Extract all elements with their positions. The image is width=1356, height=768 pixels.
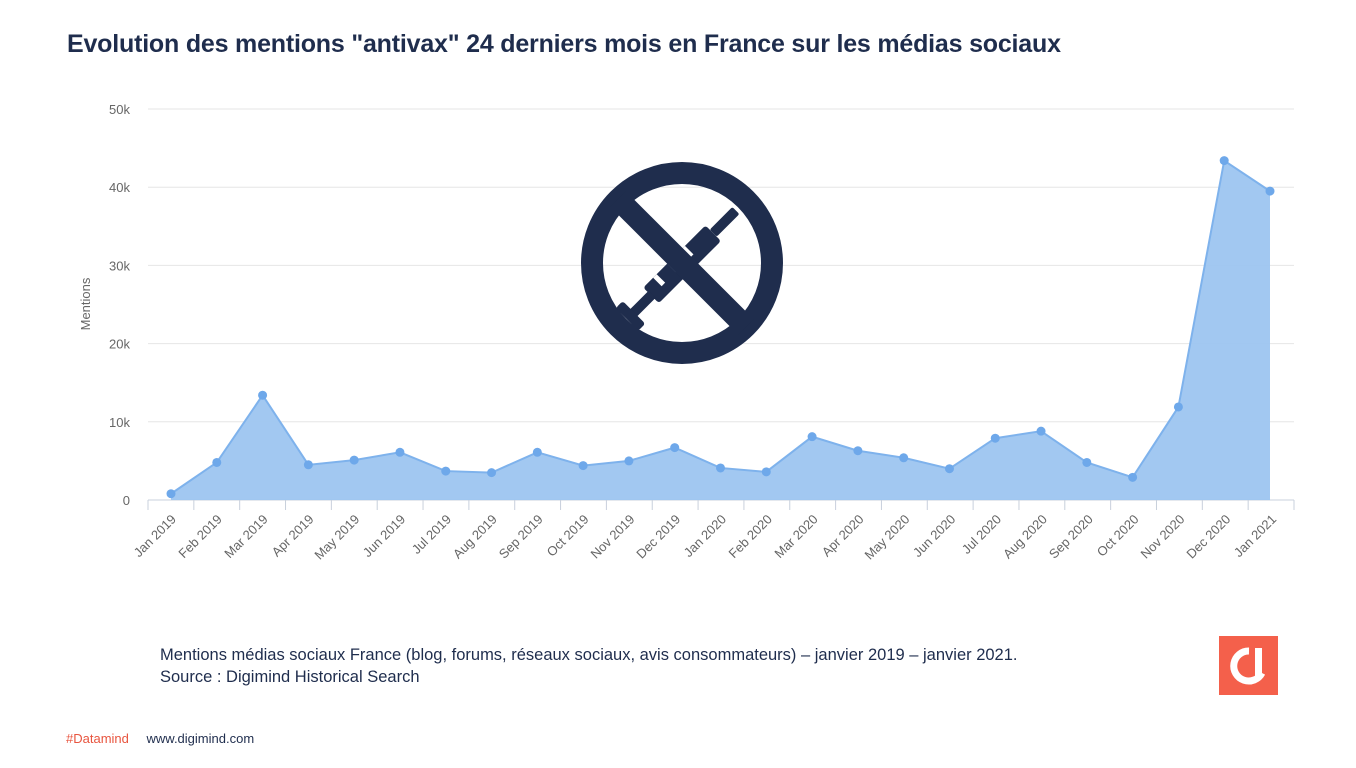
data-point (166, 489, 176, 499)
x-tick-label: Apr 2019 (269, 512, 317, 560)
y-tick-label: 40k (109, 180, 130, 195)
data-point (624, 456, 634, 466)
chart-title: Evolution des mentions "antivax" 24 dern… (67, 30, 1061, 58)
data-point (212, 457, 222, 467)
data-point (349, 455, 359, 465)
y-tick-label: 30k (109, 258, 130, 273)
data-points (166, 156, 1275, 499)
y-tick-label: 0 (123, 493, 130, 508)
footer-url[interactable]: www.digimind.com (146, 731, 255, 746)
data-point (441, 466, 451, 476)
x-tick-label: Nov 2020 (1138, 512, 1188, 562)
x-tick-label: Mar 2019 (221, 512, 270, 561)
data-point (990, 433, 1000, 443)
x-tick-label: Jun 2020 (910, 512, 958, 560)
data-point (761, 467, 771, 477)
x-tick-label: Dec 2019 (633, 512, 683, 562)
data-point (944, 464, 954, 474)
series-area (170, 158, 1271, 500)
x-tick-label: Jul 2020 (959, 512, 1004, 557)
digimind-logo (1219, 636, 1278, 695)
x-tick-label: May 2020 (862, 512, 913, 563)
y-axis-ticks: 0 10k 20k 30k 40k 50k (109, 102, 130, 508)
caption-line-1: Mentions médias sociaux France (blog, fo… (160, 646, 1018, 664)
data-point (303, 460, 313, 470)
chart-caption: Mentions médias sociaux France (blog, fo… (160, 644, 1018, 688)
data-point (899, 453, 909, 463)
y-axis-label: Mentions (78, 277, 93, 330)
no-vaccine-syringe-icon (581, 162, 783, 364)
data-point (670, 443, 680, 453)
x-tick-label: Sep 2019 (496, 512, 546, 562)
data-point (578, 461, 588, 471)
data-point (1173, 402, 1183, 412)
data-point (1036, 426, 1046, 436)
data-point (487, 468, 497, 478)
data-point (395, 447, 405, 457)
data-point (532, 447, 542, 457)
x-tick-label: Jun 2019 (360, 512, 408, 560)
data-point (258, 390, 268, 400)
x-tick-label: Feb 2019 (175, 512, 224, 561)
x-tick-label: Apr 2020 (819, 512, 867, 560)
caption-line-2: Source : Digimind Historical Search (160, 668, 420, 686)
x-tick-label: Aug 2019 (450, 512, 500, 562)
x-tick-label: Oct 2019 (544, 512, 592, 560)
data-point (807, 432, 817, 442)
x-tick-label: Dec 2020 (1183, 512, 1233, 562)
data-point (1219, 156, 1229, 166)
x-tick-label: Sep 2020 (1046, 512, 1096, 562)
x-tick-label: Nov 2019 (587, 512, 637, 562)
footer-hashtag: #Datamind (66, 731, 129, 746)
x-tick-label: Jan 2020 (681, 512, 729, 560)
y-tick-label: 10k (109, 415, 130, 430)
data-point (1082, 457, 1092, 467)
x-tick-label: Jan 2021 (1231, 512, 1279, 560)
data-point (1265, 186, 1275, 196)
area-fill (171, 160, 1270, 500)
data-point (853, 446, 863, 456)
y-tick-label: 20k (109, 337, 130, 352)
x-tick-label: Jan 2019 (131, 512, 179, 560)
x-tick-label: Mar 2020 (771, 512, 820, 561)
x-tick-label: Aug 2020 (1000, 512, 1050, 562)
data-point (1128, 472, 1138, 482)
footer: #Datamind www.digimind.com (66, 731, 254, 746)
y-tick-label: 50k (109, 102, 130, 117)
x-tick-label: May 2019 (311, 512, 362, 563)
data-point (716, 463, 725, 473)
x-tick-label: Jul 2019 (409, 512, 454, 557)
x-tick-label: Feb 2020 (726, 512, 775, 561)
x-tick-label: Oct 2020 (1094, 512, 1142, 560)
series-line (170, 158, 1271, 495)
